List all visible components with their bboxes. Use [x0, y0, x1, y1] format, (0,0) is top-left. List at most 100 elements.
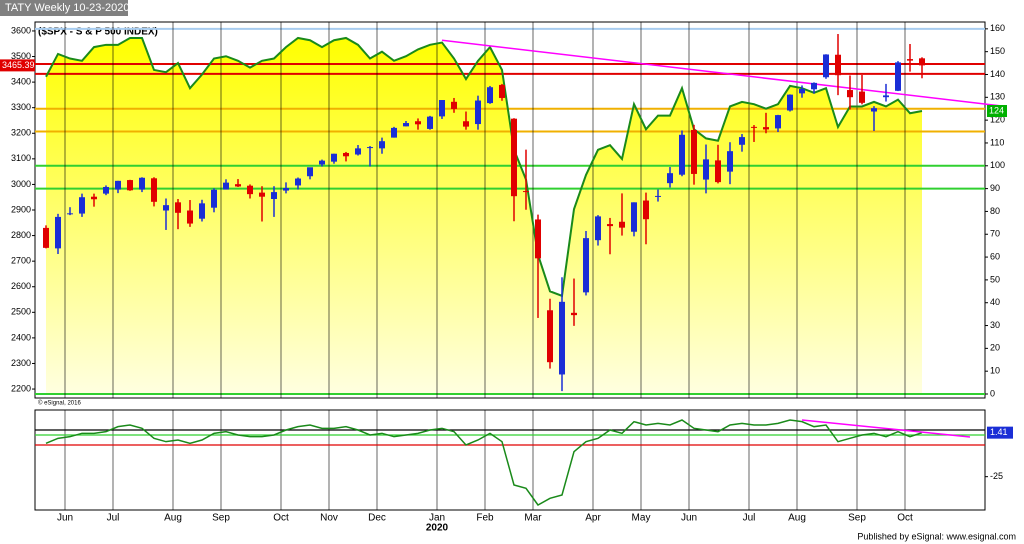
- credit: Published by eSignal: www.esignal.com: [857, 531, 1016, 541]
- candle-body: [367, 147, 373, 149]
- y-tick-label: 2600: [11, 281, 31, 291]
- chart-title: TATY Weekly 10-23-2020: [5, 2, 130, 14]
- watermark: © eSignal, 2016: [38, 400, 81, 407]
- x-tick-label: Nov: [320, 513, 338, 524]
- candle-body: [607, 224, 613, 227]
- candle-body: [415, 121, 421, 125]
- y-tick-label: 2800: [11, 230, 31, 240]
- candle-body: [835, 54, 841, 76]
- y2-tick-label: 80: [990, 206, 1000, 216]
- y2-tick-label: 100: [990, 160, 1005, 170]
- candle-body: [715, 160, 721, 183]
- y2-tick-label: 150: [990, 46, 1005, 56]
- candle-body: [199, 203, 205, 219]
- candle-body: [355, 148, 361, 155]
- candle-body: [319, 160, 325, 165]
- candle-body: [595, 216, 601, 241]
- y2-tick-label: 30: [990, 320, 1000, 330]
- chart-subtitle: ($SPX - S & P 500 INDEX): [38, 27, 158, 38]
- year-label: 2020: [426, 523, 449, 534]
- y-tick-label: 3400: [11, 76, 31, 86]
- x-tick-label: Aug: [788, 513, 806, 524]
- candle-body: [427, 116, 433, 129]
- candle-body: [571, 312, 577, 316]
- candle-body: [43, 227, 49, 248]
- candle-body: [523, 191, 529, 193]
- candle-body: [619, 221, 625, 228]
- candle-body: [331, 153, 337, 162]
- candle-body: [559, 301, 565, 375]
- x-tick-label: Dec: [368, 513, 386, 524]
- candle-body: [55, 216, 61, 249]
- candle-body: [163, 205, 169, 211]
- candle-body: [847, 90, 853, 98]
- candle-body: [379, 141, 385, 149]
- y2-tick-label: 40: [990, 297, 1000, 307]
- candle-body: [139, 177, 145, 190]
- y2-tick-label: 50: [990, 274, 1000, 284]
- candle-body: [67, 213, 73, 215]
- x-tick-label: Jul: [743, 513, 756, 524]
- indicator-line: [45, 36, 923, 298]
- candle-body: [475, 100, 481, 125]
- candle-body: [643, 200, 649, 220]
- y2-tick-label: 110: [990, 137, 1004, 147]
- y-tick-label: 3500: [11, 51, 31, 61]
- candle-body: [751, 126, 757, 128]
- y-tick-label: 3600: [11, 25, 31, 35]
- candle-body: [235, 184, 241, 187]
- candle-body: [703, 159, 709, 180]
- candle-body: [883, 95, 889, 98]
- candle-body: [583, 238, 589, 293]
- candle-body: [811, 82, 817, 90]
- y2-tick-label: 90: [990, 183, 1000, 193]
- last-oscillator-box: [987, 426, 1013, 439]
- candle-body: [79, 197, 85, 214]
- last-price-box: [0, 59, 35, 72]
- y-tick-label: 3300: [11, 102, 31, 112]
- candle-body: [91, 196, 97, 200]
- candle-body: [871, 108, 877, 112]
- y2-tick-label: 70: [990, 229, 1000, 239]
- candle-body: [271, 192, 277, 200]
- candle-body: [859, 91, 865, 103]
- candle-body: [223, 182, 229, 190]
- y2-tick-label: 10: [990, 366, 1000, 376]
- candle-body: [307, 167, 313, 177]
- candle-body: [115, 180, 121, 190]
- x-tick-label: Jul: [107, 513, 120, 524]
- candle-body: [259, 192, 265, 197]
- candle-body: [799, 89, 805, 94]
- oscillator-trendline: [801, 419, 971, 438]
- candle-body: [439, 100, 445, 117]
- candle-body: [175, 202, 181, 213]
- x-tick-label: Oct: [273, 513, 289, 524]
- y2-tick-label: 0: [990, 388, 995, 398]
- candle-body: [691, 129, 697, 174]
- candle-body: [511, 118, 517, 197]
- candle-body: [823, 54, 829, 78]
- candle-body: [499, 84, 505, 98]
- x-tick-label: Jun: [681, 513, 697, 524]
- x-tick-label: Feb: [476, 513, 494, 524]
- candle-body: [283, 188, 289, 191]
- x-tick-label: Aug: [164, 513, 182, 524]
- candle-body: [247, 185, 253, 195]
- y-tick-label: 2900: [11, 204, 31, 214]
- candle-body: [739, 137, 745, 145]
- y-tick-label: 2300: [11, 358, 31, 368]
- candle-body: [907, 59, 913, 61]
- y2-tick-label: 130: [990, 92, 1005, 102]
- candle-body: [895, 62, 901, 91]
- title-bar: [0, 0, 128, 16]
- x-tick-label: Jun: [57, 513, 73, 524]
- candle-body: [547, 310, 553, 363]
- oscillator-line: [45, 419, 923, 506]
- candle-body: [343, 152, 349, 157]
- oscillator-tick-label: -25: [990, 471, 1003, 481]
- y2-tick-label: 160: [990, 23, 1005, 33]
- last-indicator-box: [987, 105, 1007, 118]
- x-tick-label: Sep: [848, 513, 866, 524]
- candle-body: [631, 202, 637, 232]
